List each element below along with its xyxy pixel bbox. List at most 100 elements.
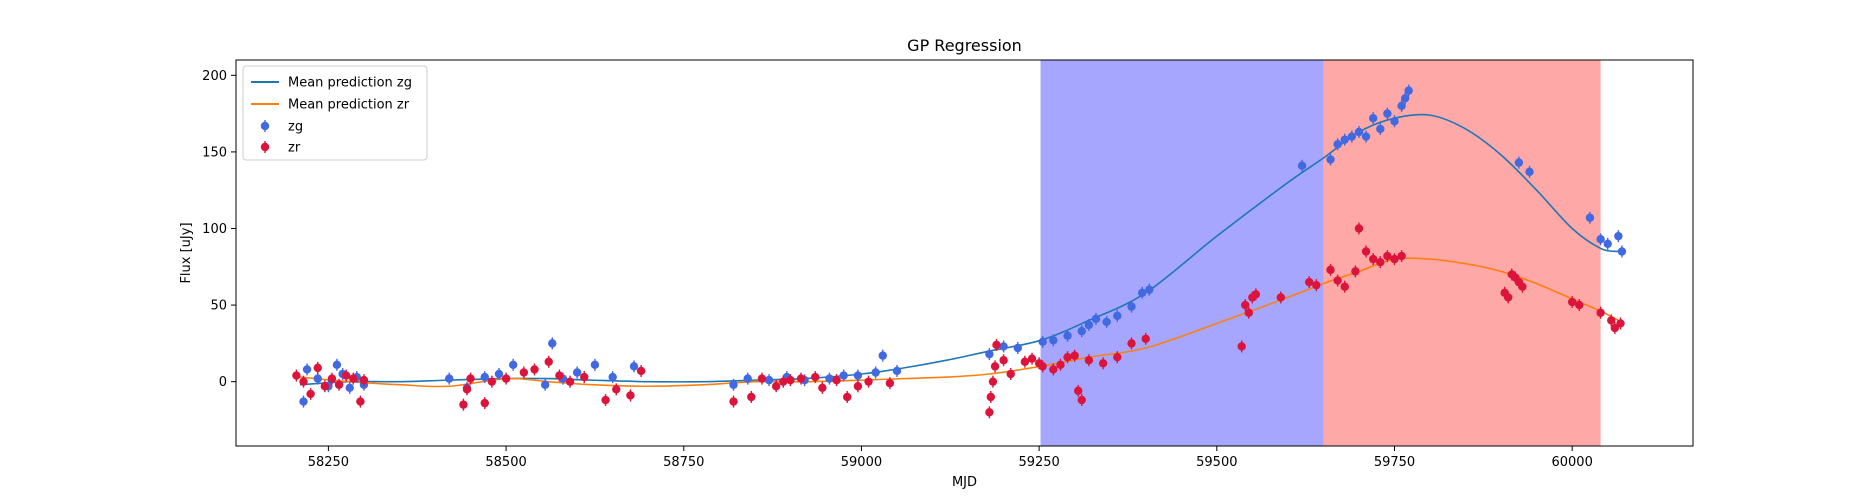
zg-marker: [1617, 247, 1627, 256]
zr-point: [990, 360, 1000, 373]
zg-point: [299, 395, 308, 408]
zr-marker: [786, 375, 795, 385]
zg-point: [1603, 237, 1612, 250]
zr-marker: [992, 340, 1001, 350]
zg-marker: [1585, 213, 1595, 222]
zr-marker: [1127, 339, 1136, 348]
zg-point: [1354, 125, 1364, 138]
zr-marker: [1027, 354, 1037, 363]
zg-marker: [1137, 288, 1147, 298]
zr-marker: [1074, 386, 1083, 396]
zr-marker: [1354, 224, 1364, 233]
zr-marker: [501, 374, 511, 383]
zg-marker: [1091, 314, 1101, 324]
zg-marker: [1614, 231, 1623, 241]
zr-point: [1070, 349, 1079, 362]
zr-marker: [1361, 247, 1371, 256]
x-tick-label: 59750: [1374, 455, 1415, 470]
zg-point: [1113, 309, 1122, 322]
zr-marker: [359, 375, 369, 385]
zg-point: [345, 381, 354, 394]
zr-point: [487, 375, 497, 388]
zg-marker: [1368, 114, 1378, 123]
zg-marker: [1127, 302, 1136, 311]
zg-point: [313, 372, 322, 385]
zg-point: [1525, 165, 1534, 178]
zr-point: [519, 366, 529, 379]
zr-marker: [349, 374, 358, 383]
x-tick-label: 59500: [1196, 455, 1237, 470]
zr-point: [811, 371, 820, 384]
zr-point: [1575, 299, 1584, 312]
zr-point: [786, 374, 795, 387]
zg-marker: [853, 371, 863, 380]
zg-marker: [1347, 132, 1357, 141]
zr-point: [992, 338, 1001, 351]
zr-marker: [747, 392, 756, 402]
zr-point: [985, 406, 994, 419]
zg-marker: [1383, 109, 1392, 118]
zg-point: [494, 368, 504, 381]
zr-marker: [885, 378, 895, 388]
zg-marker: [1397, 101, 1406, 111]
y-axis-label: Flux [uJy]: [179, 222, 194, 283]
zg-marker: [839, 371, 848, 380]
zr-marker: [1518, 282, 1527, 291]
x-tick-label: 58250: [308, 455, 349, 470]
zg-point: [445, 372, 454, 385]
zg-marker: [825, 374, 834, 383]
zg-point: [1038, 335, 1047, 348]
zg-marker: [1390, 117, 1399, 126]
zg-point: [1514, 156, 1524, 169]
zr-marker: [1070, 351, 1079, 360]
y-tick-label: 200: [202, 69, 227, 84]
zr-point: [1006, 368, 1015, 381]
zr-marker: [1368, 254, 1378, 264]
zg-marker: [729, 380, 738, 389]
zr-point: [1063, 351, 1072, 364]
zg-marker: [302, 365, 312, 374]
zr-marker: [1607, 316, 1616, 325]
zg-marker: [1013, 343, 1023, 353]
zr-marker: [811, 372, 820, 382]
y-tick-label: 100: [202, 222, 227, 237]
zr-point: [327, 372, 337, 385]
zr-point: [306, 387, 315, 400]
zr-marker: [771, 382, 781, 391]
zr-marker: [1056, 360, 1065, 370]
mean-prediction-zg-line: [299, 113, 1619, 386]
zr-point: [1518, 280, 1527, 293]
zr-marker: [480, 398, 489, 408]
chart-title: GP Regression: [907, 36, 1022, 55]
zr-marker: [1312, 280, 1321, 290]
zr-point: [1333, 274, 1342, 287]
legend-label-zr-points: zr: [288, 141, 301, 156]
zr-point: [1084, 354, 1094, 367]
zr-marker: [832, 375, 841, 385]
zr-marker: [779, 377, 788, 386]
zg-point: [1397, 99, 1406, 112]
zr-marker: [299, 377, 308, 386]
zg-marker: [1326, 155, 1335, 164]
zr-point: [818, 381, 827, 394]
zg-point: [1091, 312, 1101, 325]
zg-marker: [1340, 135, 1349, 144]
zr-point: [462, 383, 472, 396]
y-tick-label: 50: [210, 299, 227, 314]
zr-marker: [864, 377, 873, 386]
zr-point: [1038, 360, 1047, 373]
zr-point: [1351, 265, 1360, 278]
zg-point: [1127, 300, 1136, 313]
zg-point: [548, 337, 557, 350]
zr-marker: [1596, 308, 1605, 317]
zr-marker: [796, 374, 806, 383]
zg-marker: [1038, 337, 1047, 347]
legend-label-zg-line: Mean prediction zg: [288, 76, 412, 91]
legend-swatch-zr-points: [260, 141, 270, 153]
zr-marker: [1038, 362, 1047, 371]
zr-point: [299, 375, 308, 388]
zr-marker: [729, 397, 738, 406]
zr-point: [1127, 337, 1136, 350]
y-axis-ticks: 0 50 100 150 200: [202, 69, 236, 390]
